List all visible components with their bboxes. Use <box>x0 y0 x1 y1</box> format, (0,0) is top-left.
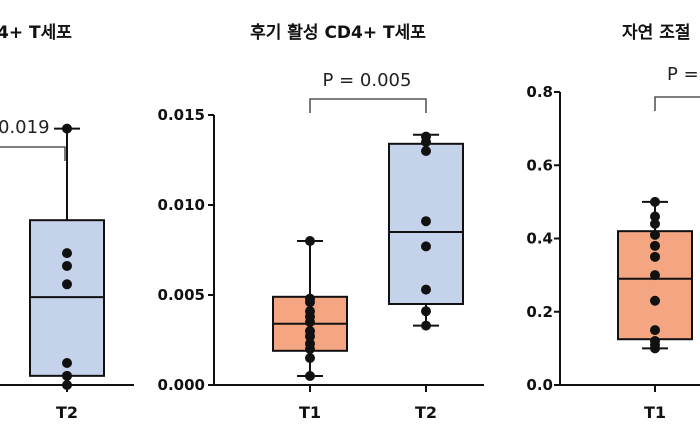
data-point-t2 <box>421 146 431 156</box>
data-point-t1 <box>650 270 660 281</box>
data-point-t2 <box>62 358 72 369</box>
significance-bracket <box>0 146 66 161</box>
category-label-t2: T2 <box>415 403 437 422</box>
significance-bracket <box>654 96 700 111</box>
data-point-t1 <box>305 293 315 304</box>
y-tick-label: 0.010 <box>158 196 205 214</box>
data-point-t1 <box>305 236 315 246</box>
y-tick-label: 0.0 <box>526 376 553 394</box>
data-point-t2 <box>421 131 431 142</box>
data-point-t1 <box>650 336 660 347</box>
p-value-label: P = <box>667 64 699 85</box>
data-point-t1 <box>305 326 315 336</box>
data-point-t2 <box>62 380 72 390</box>
data-point-t1 <box>650 251 660 262</box>
data-point-t2 <box>421 320 431 331</box>
data-point-t1 <box>650 196 660 207</box>
category-label-t1: T1 <box>299 403 321 422</box>
y-tick-label: 0.4 <box>526 230 553 248</box>
panel-late-activated-cd4-t-cells: 후기 활성 CD4+ T세포 P = 0.005 T1 T2 0.000 0.00… <box>158 22 484 422</box>
data-point-t1 <box>650 229 660 240</box>
y-tick-label: 0.005 <box>158 286 205 304</box>
data-point-t2 <box>62 260 72 271</box>
category-label-t1: T1 <box>644 403 666 422</box>
data-point-t2 <box>62 248 72 259</box>
box-t2 <box>388 142 464 305</box>
y-tick-label: 0.6 <box>526 156 553 174</box>
panel-title: 4+ T세포 <box>0 23 72 43</box>
data-point-t2 <box>421 216 431 227</box>
data-point-t2 <box>421 241 431 252</box>
data-point-t2 <box>62 279 72 290</box>
data-point-t2 <box>421 284 431 295</box>
y-tick-label: 0.8 <box>526 83 553 101</box>
data-point-t1 <box>305 338 315 349</box>
data-point-t1 <box>650 240 660 251</box>
data-point-t2 <box>62 123 72 134</box>
p-value-label: P = 0.005 <box>323 70 412 91</box>
data-point-t1 <box>650 295 660 306</box>
data-point-t1 <box>305 306 315 317</box>
data-point-t1 <box>650 211 660 222</box>
significance-bracket <box>309 98 427 113</box>
y-tick-label: 0.000 <box>158 376 205 394</box>
data-point-t2 <box>62 370 72 381</box>
p-value-label: 0.019 <box>0 117 50 138</box>
y-tick-label: 0.2 <box>526 303 553 321</box>
data-point-t1 <box>650 218 660 229</box>
data-point-t1 <box>650 325 660 336</box>
category-label-t2: T2 <box>56 403 78 422</box>
data-point-t2 <box>421 306 431 317</box>
panel-cd4-t-cells: 4+ T세포 0.019 T2 <box>0 23 134 422</box>
panel-title: 후기 활성 CD4+ T세포 <box>250 22 426 43</box>
y-tick-label: 0.015 <box>158 106 205 124</box>
data-point-t1 <box>305 353 315 363</box>
panel-title: 자연 조절 <box>622 22 690 43</box>
panel-natural-regulatory-t-cells: 자연 조절 P = T1 0.0 0.2 0.4 0.6 0.8 <box>526 22 700 422</box>
data-point-t1 <box>305 371 315 381</box>
